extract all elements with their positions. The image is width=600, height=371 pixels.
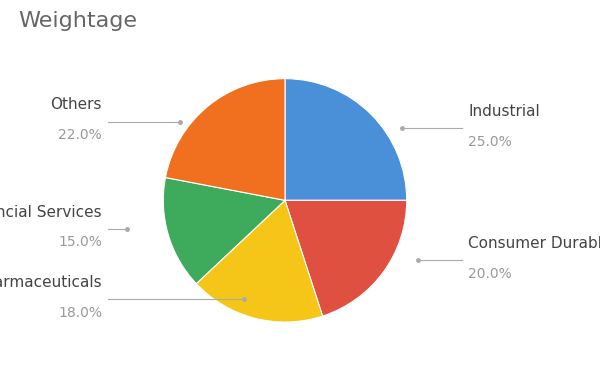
Text: 15.0%: 15.0% (58, 236, 102, 249)
Wedge shape (285, 79, 407, 200)
Wedge shape (196, 200, 323, 322)
Text: Industrial: Industrial (468, 104, 540, 119)
Text: Weightage: Weightage (18, 11, 137, 31)
Text: Others: Others (50, 98, 102, 112)
Wedge shape (163, 178, 285, 284)
Text: Financial Services: Financial Services (0, 204, 102, 220)
Text: 25.0%: 25.0% (468, 135, 512, 149)
Text: Consumer Durables: Consumer Durables (468, 236, 600, 251)
Text: 18.0%: 18.0% (58, 306, 102, 320)
Text: Pharmaceuticals: Pharmaceuticals (0, 275, 102, 290)
Wedge shape (166, 79, 285, 200)
Text: 20.0%: 20.0% (468, 267, 512, 281)
Text: 22.0%: 22.0% (58, 128, 102, 142)
Wedge shape (285, 200, 407, 316)
